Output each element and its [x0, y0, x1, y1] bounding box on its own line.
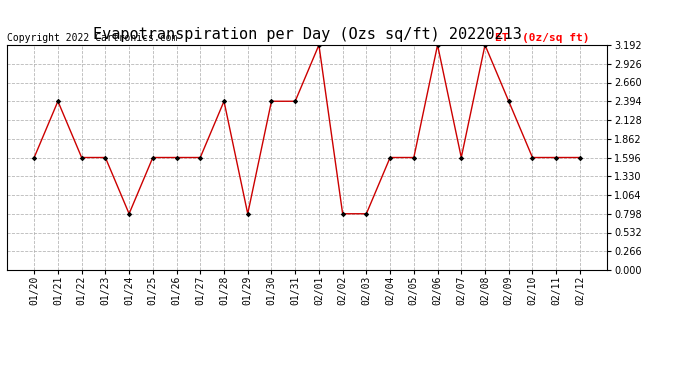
Point — [171, 154, 182, 160]
Point — [29, 154, 40, 160]
Point — [456, 154, 467, 160]
Point — [432, 42, 443, 48]
Point — [290, 98, 301, 104]
Point — [337, 211, 348, 217]
Point — [384, 154, 395, 160]
Point — [574, 154, 585, 160]
Point — [242, 211, 253, 217]
Point — [551, 154, 562, 160]
Point — [195, 154, 206, 160]
Point — [503, 98, 514, 104]
Point — [313, 42, 324, 48]
Point — [408, 154, 420, 160]
Title: Evapotranspiration per Day (Ozs sq/ft) 20220213: Evapotranspiration per Day (Ozs sq/ft) 2… — [92, 27, 522, 42]
Text: ET  (0z/sq ft): ET (0z/sq ft) — [495, 33, 589, 43]
Point — [147, 154, 158, 160]
Point — [76, 154, 87, 160]
Point — [361, 211, 372, 217]
Point — [219, 98, 230, 104]
Point — [100, 154, 111, 160]
Point — [124, 211, 135, 217]
Point — [266, 98, 277, 104]
Point — [52, 98, 63, 104]
Point — [527, 154, 538, 160]
Text: Copyright 2022 Cartronics.com: Copyright 2022 Cartronics.com — [7, 33, 177, 43]
Point — [480, 42, 491, 48]
